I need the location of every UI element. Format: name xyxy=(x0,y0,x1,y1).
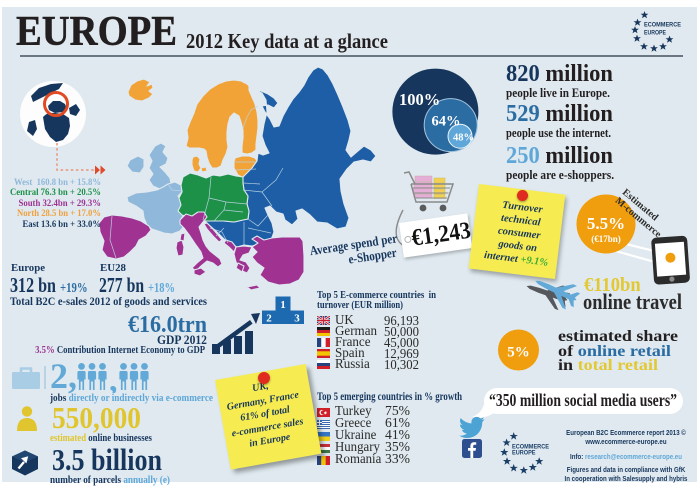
svg-text:ECOMMERCE: ECOMMERCE xyxy=(512,444,549,451)
svg-text:EUROPE: EUROPE xyxy=(644,29,666,36)
svg-text:EUROPE: EUROPE xyxy=(512,450,536,457)
svg-text:(€17bn): (€17bn) xyxy=(591,234,621,244)
svg-text:2: 2 xyxy=(266,313,272,325)
svg-text:1: 1 xyxy=(280,299,286,311)
svg-text:64%: 64% xyxy=(432,114,461,130)
svg-text:5.5%: 5.5% xyxy=(587,214,625,233)
svg-text:ECOMMERCE: ECOMMERCE xyxy=(644,22,681,29)
svg-text:48%: 48% xyxy=(453,133,474,144)
svg-text:5%: 5% xyxy=(507,345,530,361)
svg-text:3: 3 xyxy=(294,313,300,325)
svg-text:100%: 100% xyxy=(399,90,440,109)
svg-text:,: , xyxy=(109,363,118,393)
